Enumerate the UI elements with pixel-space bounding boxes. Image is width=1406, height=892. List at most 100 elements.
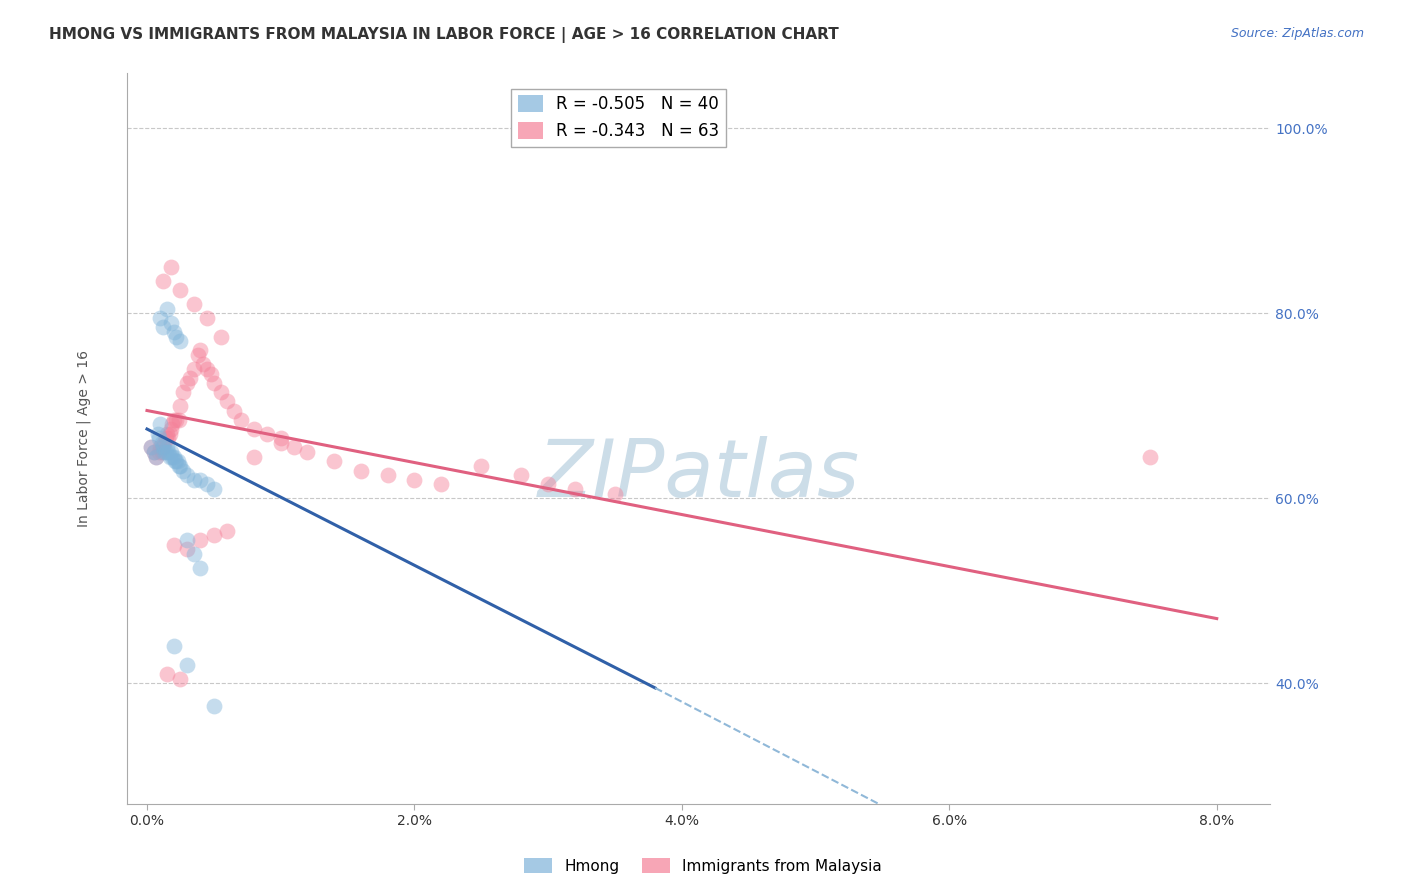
Point bbox=[160, 445, 183, 459]
Point bbox=[165, 454, 187, 468]
Point bbox=[167, 413, 190, 427]
Point bbox=[190, 343, 212, 358]
Legend: R = -0.505   N = 40, R = -0.343   N = 63: R = -0.505 N = 40, R = -0.343 N = 63 bbox=[512, 88, 725, 146]
Point bbox=[148, 445, 170, 459]
Point bbox=[149, 311, 172, 326]
Point bbox=[146, 426, 169, 441]
Text: In Labor Force | Age > 16: In Labor Force | Age > 16 bbox=[76, 350, 91, 527]
Point bbox=[377, 468, 399, 483]
Point bbox=[191, 357, 214, 371]
Point bbox=[139, 441, 162, 455]
Point bbox=[202, 528, 225, 542]
Point bbox=[162, 450, 184, 464]
Point bbox=[187, 348, 209, 362]
Point bbox=[195, 362, 218, 376]
Point bbox=[169, 283, 191, 297]
Point bbox=[190, 533, 212, 547]
Point bbox=[152, 274, 174, 288]
Point bbox=[190, 473, 212, 487]
Point bbox=[166, 454, 188, 468]
Legend: Hmong, Immigrants from Malaysia: Hmong, Immigrants from Malaysia bbox=[519, 852, 887, 880]
Point bbox=[323, 454, 346, 468]
Point bbox=[163, 325, 186, 339]
Point bbox=[152, 320, 174, 334]
Point bbox=[163, 450, 186, 464]
Point bbox=[153, 435, 176, 450]
Point bbox=[169, 672, 191, 686]
Point bbox=[148, 431, 170, 445]
Point bbox=[176, 376, 198, 390]
Point bbox=[145, 450, 167, 464]
Point bbox=[176, 533, 198, 547]
Point bbox=[183, 473, 205, 487]
Point bbox=[564, 482, 586, 496]
Point bbox=[430, 477, 453, 491]
Point bbox=[179, 371, 201, 385]
Text: ZIPatlas: ZIPatlas bbox=[537, 436, 859, 514]
Point bbox=[256, 426, 278, 441]
Point bbox=[404, 473, 426, 487]
Point bbox=[183, 362, 205, 376]
Point bbox=[160, 260, 183, 275]
Point bbox=[195, 477, 218, 491]
Point bbox=[229, 413, 252, 427]
Point bbox=[176, 657, 198, 672]
Point bbox=[1139, 450, 1161, 464]
Point bbox=[270, 435, 292, 450]
Point bbox=[243, 422, 266, 436]
Point bbox=[157, 445, 180, 459]
Point bbox=[149, 417, 172, 432]
Point bbox=[165, 454, 187, 468]
Point bbox=[156, 667, 179, 681]
Point bbox=[165, 413, 187, 427]
Point bbox=[537, 477, 560, 491]
Point bbox=[200, 367, 222, 381]
Point bbox=[157, 431, 180, 445]
Point bbox=[243, 450, 266, 464]
Point bbox=[510, 468, 533, 483]
Point bbox=[155, 431, 177, 445]
Point bbox=[155, 445, 177, 459]
Point bbox=[217, 524, 239, 538]
Point bbox=[217, 394, 239, 409]
Point bbox=[156, 426, 179, 441]
Point bbox=[163, 538, 186, 552]
Point bbox=[603, 487, 626, 501]
Point bbox=[195, 311, 218, 326]
Point bbox=[163, 413, 186, 427]
Point bbox=[139, 441, 162, 455]
Point bbox=[167, 458, 190, 473]
Point bbox=[153, 445, 176, 459]
Point bbox=[149, 441, 172, 455]
Point bbox=[202, 376, 225, 390]
Point bbox=[162, 417, 184, 432]
Point bbox=[169, 334, 191, 348]
Point bbox=[160, 422, 183, 436]
Point bbox=[150, 445, 173, 459]
Point bbox=[145, 450, 167, 464]
Point bbox=[283, 441, 305, 455]
Point bbox=[156, 441, 179, 455]
Point bbox=[163, 640, 186, 654]
Point bbox=[156, 301, 179, 316]
Point bbox=[176, 542, 198, 557]
Text: HMONG VS IMMIGRANTS FROM MALAYSIA IN LABOR FORCE | AGE > 16 CORRELATION CHART: HMONG VS IMMIGRANTS FROM MALAYSIA IN LAB… bbox=[49, 27, 839, 43]
Point bbox=[165, 329, 187, 343]
Point bbox=[142, 445, 165, 459]
Point bbox=[297, 445, 319, 459]
Point bbox=[202, 482, 225, 496]
Point bbox=[183, 297, 205, 311]
Point bbox=[176, 468, 198, 483]
Point bbox=[183, 547, 205, 561]
Point bbox=[172, 384, 194, 399]
Point bbox=[172, 464, 194, 478]
Point bbox=[270, 431, 292, 445]
Point bbox=[169, 458, 191, 473]
Point bbox=[209, 329, 232, 343]
Point bbox=[190, 560, 212, 574]
Point bbox=[159, 426, 181, 441]
Point bbox=[142, 445, 165, 459]
Point bbox=[209, 384, 232, 399]
Point bbox=[152, 441, 174, 455]
Point bbox=[202, 699, 225, 714]
